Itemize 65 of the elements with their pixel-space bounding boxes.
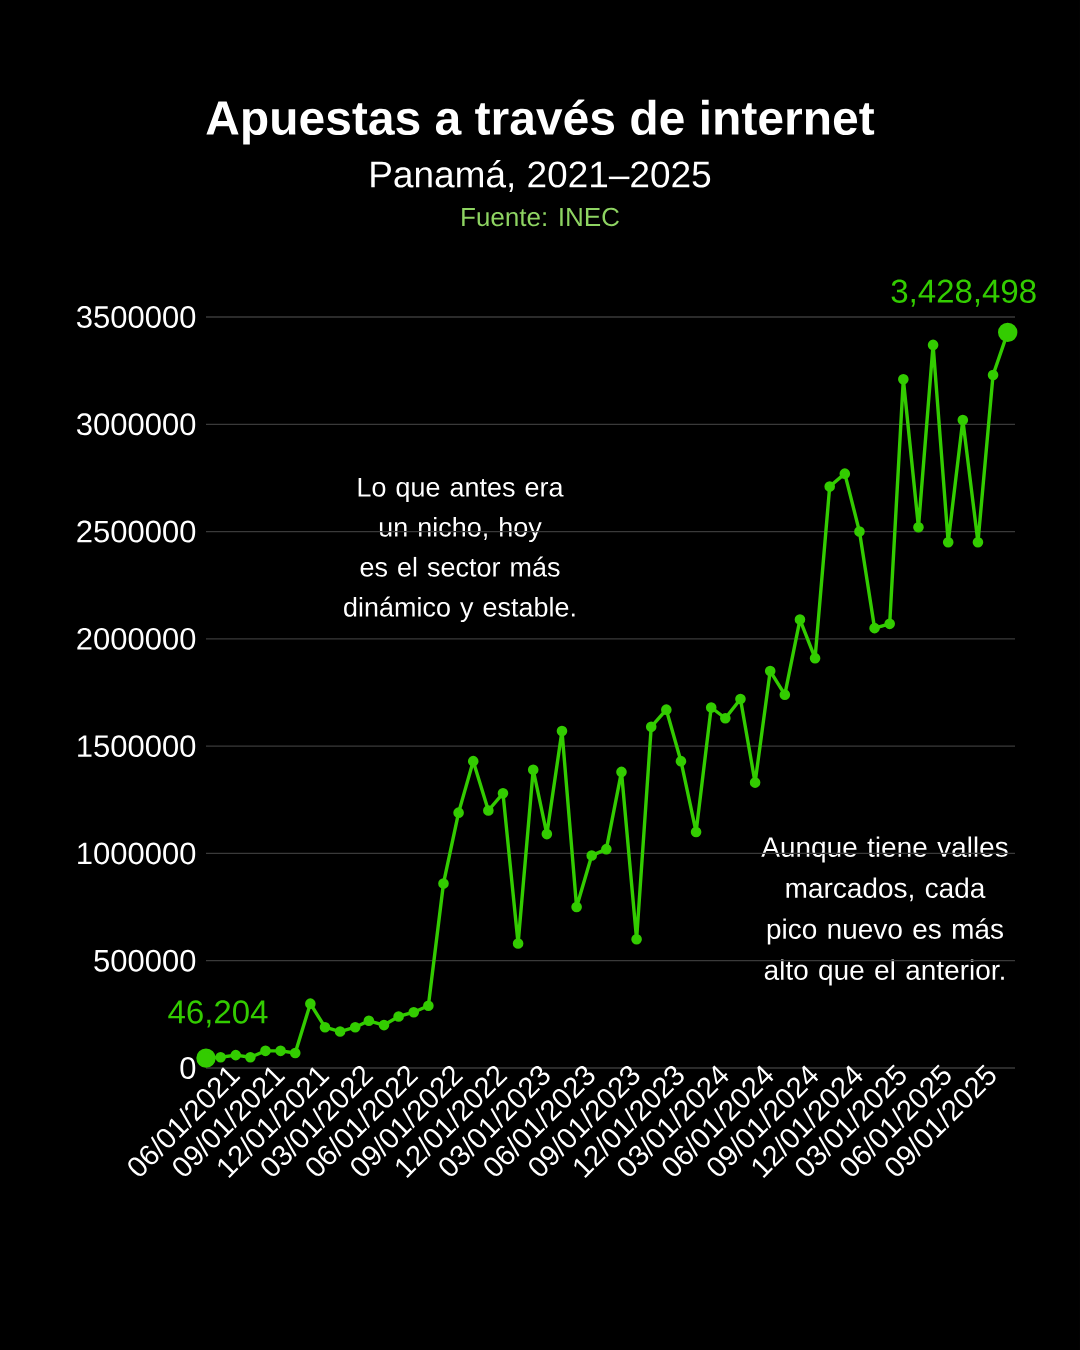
point	[720, 712, 731, 724]
point	[764, 665, 776, 677]
point	[423, 1000, 434, 1012]
point	[541, 828, 553, 840]
point	[260, 1045, 271, 1057]
y-tick-label: 2000000	[77, 627, 196, 650]
point	[661, 704, 672, 715]
point	[393, 1011, 404, 1022]
point	[854, 526, 865, 537]
point	[349, 1021, 361, 1033]
point	[809, 652, 821, 664]
source-note: Fuente: INEC	[462, 207, 619, 227]
point	[884, 618, 895, 630]
point	[972, 536, 984, 548]
point	[631, 933, 642, 945]
point	[913, 521, 924, 533]
point	[483, 805, 494, 816]
y-tick-label: 500000	[94, 949, 196, 972]
chart-title: Apuestas a través de internet	[206, 99, 875, 145]
point	[215, 1051, 226, 1063]
chart-subtitle: Panamá, 2021–2025	[371, 160, 711, 192]
y-tick-label: 1000000	[78, 842, 196, 865]
point	[230, 1049, 242, 1061]
point	[467, 755, 479, 767]
point	[987, 369, 999, 381]
point	[616, 766, 627, 778]
point	[957, 414, 969, 426]
data-label: 46,204	[168, 1000, 268, 1028]
point	[245, 1051, 256, 1063]
point	[927, 339, 939, 351]
point	[749, 777, 761, 788]
point	[378, 1019, 390, 1031]
point	[289, 1047, 301, 1059]
point	[586, 850, 598, 861]
y-tick-label: 3000000	[76, 413, 196, 436]
point	[735, 693, 746, 705]
point	[839, 468, 851, 479]
point	[675, 755, 687, 767]
point	[601, 843, 612, 855]
point	[779, 689, 791, 700]
point	[275, 1045, 286, 1057]
point	[942, 536, 954, 548]
point	[363, 1015, 375, 1027]
point	[898, 373, 909, 385]
point	[794, 614, 806, 625]
point	[408, 1006, 420, 1018]
point	[527, 764, 539, 776]
point	[645, 721, 657, 733]
point	[438, 878, 449, 889]
point	[319, 1021, 331, 1033]
point	[571, 901, 582, 913]
point	[305, 998, 316, 1009]
point	[334, 1026, 346, 1037]
point	[690, 826, 702, 838]
y-tick-label: 2500000	[77, 520, 196, 543]
point	[556, 725, 568, 737]
y-tick-label: 1500000	[78, 735, 196, 758]
y-tick-label: 3500000	[76, 306, 196, 328]
data-label: 3,428,498	[891, 279, 1036, 307]
point	[869, 622, 880, 634]
point	[705, 702, 717, 713]
point	[497, 788, 509, 799]
point	[824, 481, 835, 492]
point	[453, 807, 464, 818]
point	[512, 938, 524, 949]
